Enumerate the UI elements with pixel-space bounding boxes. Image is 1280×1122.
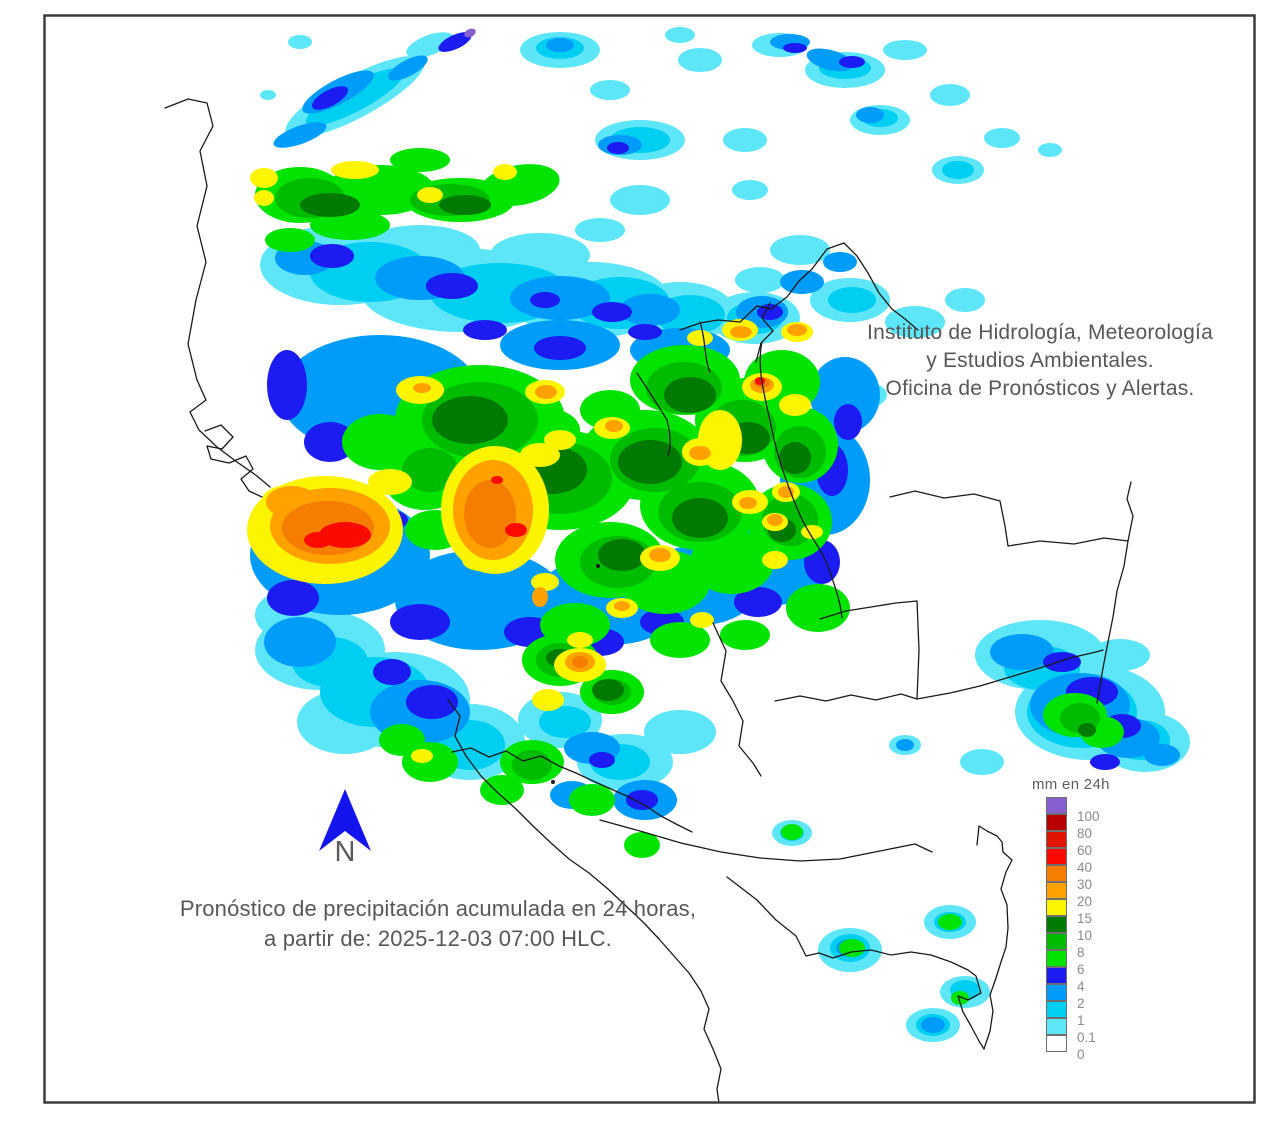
institute-title: Instituto de Hidrología, Meteorología y … xyxy=(830,319,1250,403)
border-interior-2 xyxy=(636,372,671,456)
institute-title-line2: y Estudios Ambientales. xyxy=(926,349,1154,372)
border-brazil-north xyxy=(774,600,1104,702)
border-peru-putumayo xyxy=(726,876,985,1050)
legend-value: 80 xyxy=(1077,826,1093,841)
legend-swatch xyxy=(1046,933,1067,950)
legend-swatch xyxy=(1046,899,1067,916)
legend-row: 4 xyxy=(1046,967,1085,994)
border-interior-1 xyxy=(699,321,711,373)
legend-value: 0 xyxy=(1077,1047,1085,1062)
legend-swatch xyxy=(1046,882,1067,899)
border-amazon-trapezoid xyxy=(976,825,1013,1050)
legend-row: 15 xyxy=(1046,899,1092,926)
border-venezuela xyxy=(889,490,1129,704)
legend-value: 30 xyxy=(1077,877,1093,892)
legend-swatch xyxy=(1046,831,1067,848)
legend-row: 100 xyxy=(1046,797,1100,824)
north-arrow-icon xyxy=(319,789,371,851)
border-caqueta xyxy=(712,622,762,777)
legend-value: 15 xyxy=(1077,911,1093,926)
forecast-caption: Pronóstico de precipitación acumulada en… xyxy=(128,894,748,954)
border-colombia-venezuela xyxy=(759,341,843,619)
border-south-jagged xyxy=(599,819,933,862)
legend-swatch xyxy=(1046,950,1067,967)
legend-swatch xyxy=(1046,865,1067,882)
north-label: N xyxy=(334,836,356,868)
legend-swatch xyxy=(1046,1001,1067,1018)
border-ecuador-coast xyxy=(447,699,722,1102)
border-central-america xyxy=(164,98,271,488)
legend-value: 40 xyxy=(1077,860,1093,875)
legend-swatch xyxy=(1046,984,1067,1001)
legend-scale: 100 80 60 40 30 20 15 10 8 6 4 2 1 0.1 0 xyxy=(1046,797,1110,1062)
legend-swatch xyxy=(1046,848,1067,865)
legend-swatch xyxy=(1046,797,1067,814)
legend-row: 20 xyxy=(1046,882,1092,909)
legend-value: 8 xyxy=(1077,945,1085,960)
border-maracaibo xyxy=(755,302,774,363)
legend-row: 0 xyxy=(1046,1035,1085,1062)
border-guajira-coast xyxy=(679,242,919,331)
legend-value: 10 xyxy=(1077,928,1093,943)
legend-swatch xyxy=(1046,967,1067,984)
legend-title: mm en 24h xyxy=(1032,776,1110,793)
legend-value: 100 xyxy=(1077,809,1100,824)
legend-row: 30 xyxy=(1046,865,1092,892)
legend-value: 2 xyxy=(1077,996,1085,1011)
precip-level-40-layer xyxy=(304,377,765,548)
legend-row: 60 xyxy=(1046,831,1092,858)
legend-row: 0.1 xyxy=(1046,1018,1096,1045)
map-frame xyxy=(43,14,1256,1104)
precip-level-100-spot xyxy=(464,28,476,38)
legend-row: 8 xyxy=(1046,933,1085,960)
legend-value: 1 xyxy=(1077,1013,1085,1028)
forecast-caption-line1: Pronóstico de precipitación acumulada en… xyxy=(179,896,697,921)
legend-row: 40 xyxy=(1046,848,1092,875)
forecast-caption-line2: a partir de: 2025-12-03 07:00 HLC. xyxy=(263,926,612,951)
border-venezuela-north xyxy=(1126,481,1134,542)
institute-title-line3: Oficina de Pronósticos y Alertas. xyxy=(885,377,1195,400)
legend-value: 6 xyxy=(1077,962,1085,977)
map-legend: mm en 24h 100 80 60 40 30 20 15 10 8 6 4 2 1 0.1 0 xyxy=(1032,776,1110,1062)
legend-row: 10 xyxy=(1046,916,1092,943)
legend-row: 2 xyxy=(1046,984,1085,1011)
legend-value: 20 xyxy=(1077,894,1093,909)
map-point-2 xyxy=(551,780,555,784)
legend-row: 80 xyxy=(1046,814,1092,841)
legend-value: 0.1 xyxy=(1077,1030,1096,1045)
border-colombia-ecuador xyxy=(451,747,693,833)
legend-row: 1 xyxy=(1046,1001,1085,1028)
country-borders-layer xyxy=(164,98,1134,1102)
legend-value: 4 xyxy=(1077,979,1085,994)
legend-swatch xyxy=(1046,1035,1067,1052)
precipitation-layer xyxy=(247,27,1190,1042)
border-panama xyxy=(204,424,263,498)
legend-value: 60 xyxy=(1077,843,1093,858)
legend-swatch xyxy=(1046,814,1067,831)
map-point-1 xyxy=(596,564,600,568)
legend-row: 6 xyxy=(1046,950,1085,977)
institute-title-line1: Instituto de Hidrología, Meteorología xyxy=(867,321,1213,344)
legend-swatch xyxy=(1046,916,1067,933)
legend-swatch xyxy=(1046,1018,1067,1035)
